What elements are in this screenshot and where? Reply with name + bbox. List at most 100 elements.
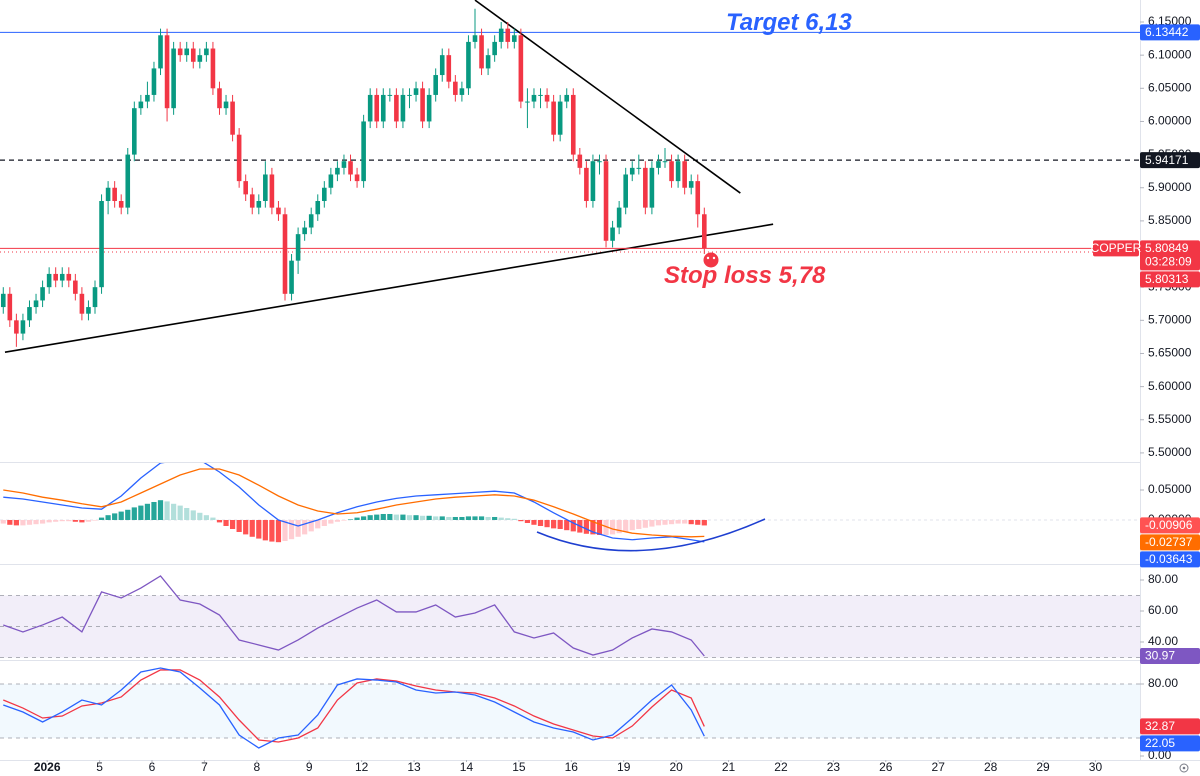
candle-body (177, 48, 183, 56)
candle-body (479, 35, 484, 69)
candle-body (623, 174, 628, 208)
histogram-bar (203, 515, 209, 520)
candle-body (256, 201, 262, 208)
candle-body (184, 48, 190, 56)
stoch-band (0, 684, 1140, 739)
histogram-bar (439, 516, 445, 520)
candle-body (413, 88, 419, 95)
histogram-bar (20, 519, 26, 526)
candle-body (361, 121, 366, 182)
x-tick-label: 28 (984, 760, 998, 774)
candle-body (446, 55, 452, 82)
y-tick-label: 5.60000 (1148, 379, 1192, 393)
histogram-bar (92, 519, 98, 521)
histogram-bar (112, 513, 118, 520)
histogram-bar (33, 519, 39, 525)
histogram-bar (171, 503, 177, 520)
candle-body (223, 101, 229, 109)
y-tick-label: 5.50000 (1148, 445, 1192, 459)
candle-body (590, 161, 596, 202)
candle-body (132, 108, 137, 155)
time-axis (0, 760, 1200, 776)
candle-body (289, 260, 294, 294)
candle-body (531, 94, 537, 102)
y-tick-label: 0.05000 (1148, 482, 1192, 496)
candle-body (426, 94, 432, 122)
candle-body (151, 68, 157, 95)
histogram-bar (341, 519, 347, 521)
price-badge-label: 22.05 (1145, 736, 1175, 750)
y-tick-label: 80.00 (1148, 572, 1178, 586)
histogram-bar (498, 517, 504, 520)
annotation-stop-loss: Stop loss 5,78 (664, 262, 826, 289)
symbol-label: COPPER (1091, 241, 1142, 255)
candle-body (92, 287, 98, 308)
histogram-bar (190, 510, 196, 520)
histogram-bar (531, 519, 537, 525)
candle-body (99, 201, 104, 288)
histogram-bar (478, 516, 485, 520)
candle-body (243, 181, 248, 195)
candle-body (354, 174, 360, 182)
histogram-bar (66, 519, 72, 522)
x-tick-label: 15 (512, 760, 526, 774)
x-tick-label: 9 (306, 760, 313, 774)
histogram-bar (649, 519, 655, 527)
histogram-bar (590, 519, 596, 535)
histogram-bar (0, 519, 6, 524)
histogram-bar (184, 507, 190, 520)
candle-body (564, 94, 570, 102)
candle-body (118, 201, 124, 208)
histogram-bar (557, 519, 563, 529)
candle-body (53, 273, 58, 281)
candle-body (629, 167, 635, 175)
histogram-bar (570, 519, 576, 532)
histogram-bar (262, 519, 268, 541)
histogram-bar (354, 517, 360, 520)
y-tick-label: 5.85000 (1148, 213, 1192, 227)
y-tick-label: 6.05000 (1148, 80, 1192, 94)
candle-body (643, 167, 648, 208)
candle-body (682, 161, 687, 188)
histogram-bar (609, 519, 616, 535)
candle-body (328, 174, 334, 188)
histogram-bar (413, 515, 419, 520)
candle-body (702, 214, 707, 249)
axes-layer: 6.150006.100006.050006.000005.950005.900… (34, 14, 1200, 774)
histogram-bar (269, 519, 275, 542)
y-tick-label: 5.65000 (1148, 346, 1192, 360)
price-badge-label: -0.02737 (1145, 535, 1193, 549)
histogram-bar (347, 519, 354, 520)
candle-body (105, 187, 111, 202)
candle-body (538, 94, 543, 96)
candle-body (73, 280, 78, 294)
y-tick-label: 5.55000 (1148, 412, 1192, 426)
histogram-bar (118, 511, 124, 520)
candle-body (420, 88, 425, 122)
candle-body (236, 134, 242, 182)
candle-body (79, 293, 85, 314)
drawn-arc (536, 518, 766, 552)
candle-body (125, 154, 131, 208)
histogram-bar (131, 507, 137, 520)
x-tick-label: 14 (460, 760, 474, 774)
histogram-bar (7, 519, 13, 525)
candle-body (597, 161, 602, 163)
x-tick-label: 30 (1089, 760, 1103, 774)
histogram-bar (596, 519, 603, 535)
y-tick-label: 6.10000 (1148, 47, 1192, 61)
candle-body (433, 75, 438, 95)
candle-body (33, 300, 39, 308)
histogram-bar (256, 519, 262, 539)
plot-layer (0, 0, 1140, 749)
candle-body (20, 320, 26, 334)
candle-body (505, 28, 511, 42)
price-badge (1140, 24, 1200, 41)
candle-body (269, 174, 275, 208)
price-badge (1140, 271, 1200, 288)
candle-body (584, 167, 589, 202)
candle-body (164, 35, 170, 109)
x-tick-label: 5 (96, 760, 103, 774)
macd-line (3, 468, 705, 538)
candle-body (374, 94, 380, 122)
